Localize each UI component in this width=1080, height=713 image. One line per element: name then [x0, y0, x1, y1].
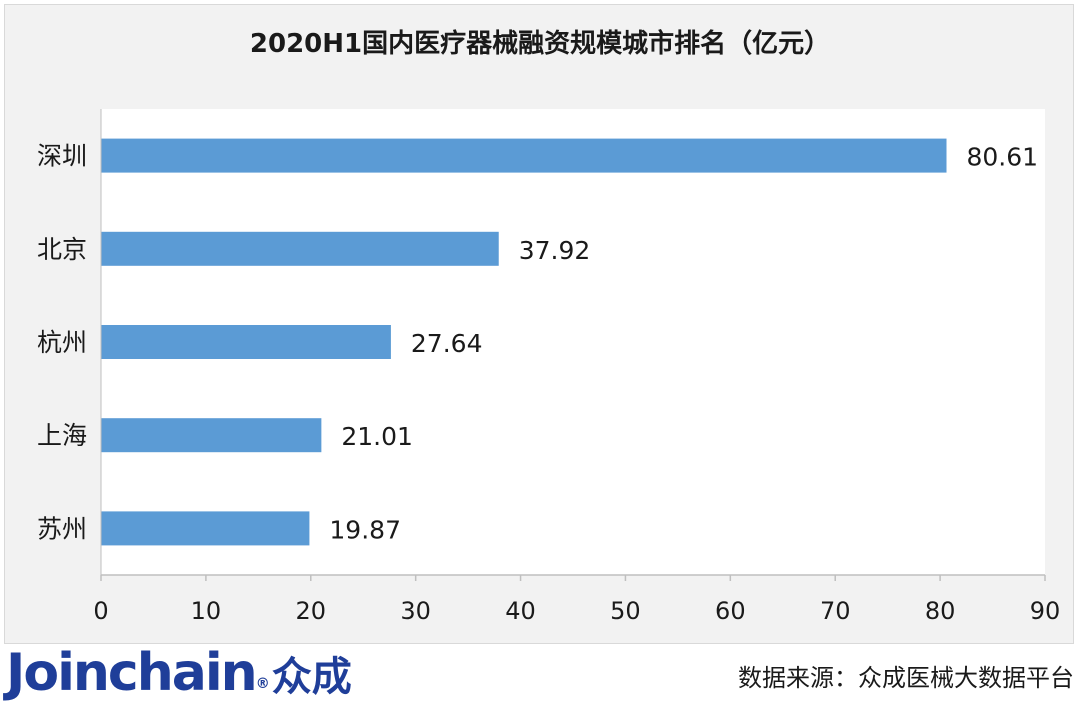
category-label: 杭州 — [37, 328, 87, 357]
data-label: 80.61 — [967, 143, 1039, 172]
x-tick-label: 60 — [715, 597, 746, 625]
bar — [101, 325, 391, 359]
logo-registered-mark: ® — [255, 676, 270, 692]
joinchain-logo: Joinchain®众成 — [6, 644, 352, 713]
logo-text: Joinchain — [6, 643, 258, 703]
bar-chart: 深圳 80.61 北京 37.92 杭州 27.64 上海 21.01 苏州 19.87 0 10 20… — [37, 109, 1061, 625]
x-tick-label: 20 — [296, 597, 327, 625]
category-label: 苏州 — [37, 514, 87, 543]
data-label: 37.92 — [519, 236, 591, 265]
data-source-note: 数据来源：众成医械大数据平台 — [738, 664, 1074, 692]
category-label: 深圳 — [37, 142, 87, 171]
bar — [101, 511, 310, 546]
x-tick-label: 80 — [925, 597, 956, 625]
bar — [101, 418, 322, 453]
bar — [101, 138, 947, 173]
data-label: 27.64 — [411, 329, 483, 358]
x-tick-label: 70 — [820, 597, 851, 625]
bar — [101, 231, 499, 266]
x-tick-label: 10 — [191, 597, 222, 625]
chart-frame: 2020H1国内医疗器械融资规模城市排名（亿元） 深圳 80.61 北京 37.92 杭… — [4, 4, 1074, 644]
x-tick-label: 40 — [505, 597, 536, 625]
data-label: 21.01 — [341, 422, 413, 451]
x-tick-label: 0 — [93, 597, 108, 625]
chart-title: 2020H1国内医疗器械融资规模城市排名（亿元） — [249, 29, 831, 59]
footer: Joinchain®众成 数据来源：众成医械大数据平台 — [0, 644, 1080, 702]
logo-chinese-text: 众成 — [271, 654, 352, 700]
category-label: 上海 — [37, 421, 87, 450]
x-tick-label: 30 — [400, 597, 431, 625]
category-label: 北京 — [37, 235, 87, 264]
x-tick-label: 50 — [610, 597, 641, 625]
data-label: 19.87 — [329, 515, 401, 544]
x-tick-label: 90 — [1030, 597, 1061, 625]
